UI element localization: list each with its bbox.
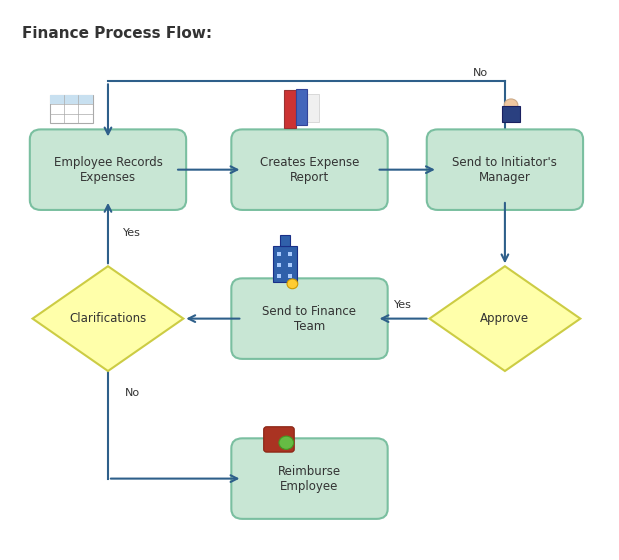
FancyBboxPatch shape bbox=[50, 95, 93, 123]
Text: Employee Records
Expenses: Employee Records Expenses bbox=[53, 156, 162, 184]
FancyBboxPatch shape bbox=[280, 235, 290, 246]
FancyBboxPatch shape bbox=[264, 427, 294, 452]
FancyBboxPatch shape bbox=[287, 274, 292, 278]
FancyBboxPatch shape bbox=[426, 129, 583, 210]
FancyBboxPatch shape bbox=[285, 90, 297, 128]
FancyBboxPatch shape bbox=[232, 278, 387, 359]
FancyBboxPatch shape bbox=[232, 129, 387, 210]
FancyBboxPatch shape bbox=[307, 94, 319, 123]
Text: Send to Finance
Team: Send to Finance Team bbox=[262, 305, 357, 333]
FancyBboxPatch shape bbox=[287, 252, 292, 256]
Text: Yes: Yes bbox=[394, 300, 412, 310]
FancyBboxPatch shape bbox=[232, 438, 387, 519]
FancyBboxPatch shape bbox=[297, 88, 307, 125]
FancyBboxPatch shape bbox=[277, 274, 281, 278]
FancyBboxPatch shape bbox=[273, 246, 297, 282]
Circle shape bbox=[279, 436, 293, 449]
Text: Approve: Approve bbox=[480, 312, 529, 325]
FancyBboxPatch shape bbox=[277, 263, 281, 267]
FancyBboxPatch shape bbox=[50, 95, 93, 104]
Text: Clarifications: Clarifications bbox=[69, 312, 147, 325]
FancyBboxPatch shape bbox=[503, 106, 519, 122]
FancyBboxPatch shape bbox=[30, 129, 186, 210]
FancyBboxPatch shape bbox=[287, 263, 292, 267]
Polygon shape bbox=[430, 266, 581, 371]
Polygon shape bbox=[33, 266, 183, 371]
Text: Send to Initiator's
Manager: Send to Initiator's Manager bbox=[452, 156, 557, 184]
FancyBboxPatch shape bbox=[277, 252, 281, 256]
Text: Yes: Yes bbox=[123, 228, 141, 238]
Circle shape bbox=[504, 99, 518, 111]
Text: Finance Process Flow:: Finance Process Flow: bbox=[22, 26, 212, 41]
Text: Creates Expense
Report: Creates Expense Report bbox=[260, 156, 359, 184]
Text: Reimburse
Employee: Reimburse Employee bbox=[278, 465, 341, 493]
Circle shape bbox=[287, 279, 298, 289]
Text: No: No bbox=[125, 388, 140, 398]
Text: No: No bbox=[473, 68, 488, 78]
